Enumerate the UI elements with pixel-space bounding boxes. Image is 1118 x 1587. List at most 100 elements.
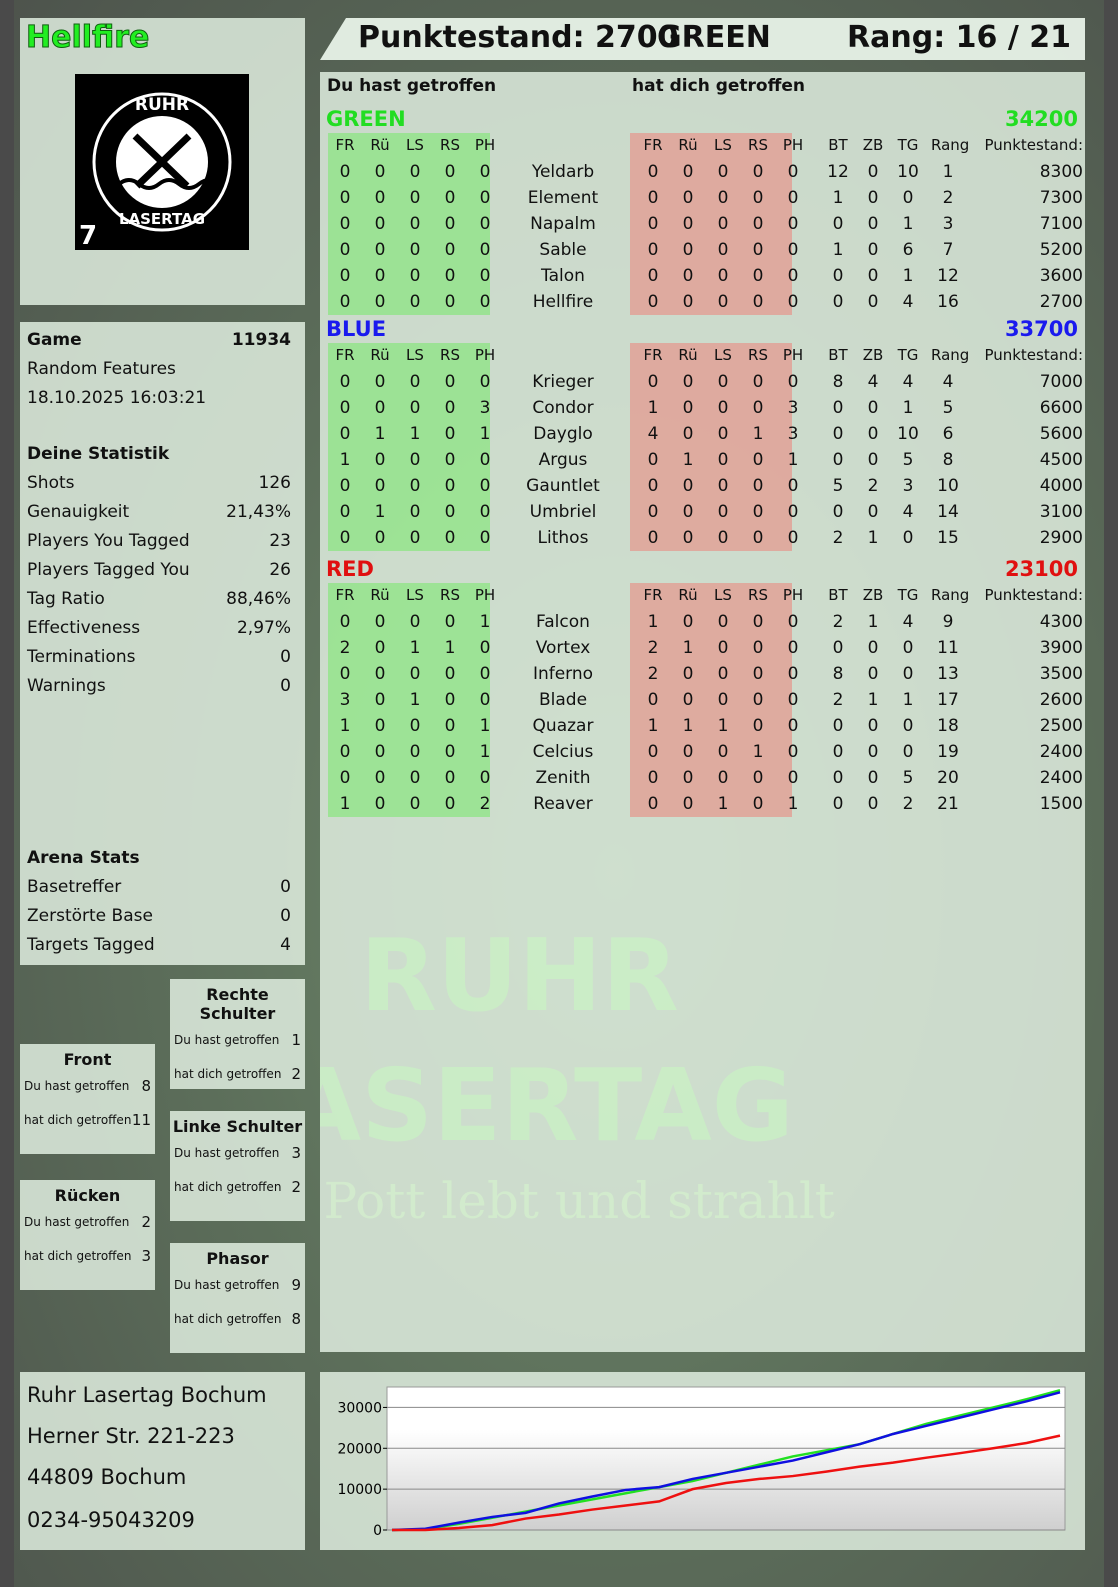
- stat-cell: 5: [832, 476, 844, 496]
- stat-cell: 0: [867, 214, 879, 234]
- table-row: 0 0 0 0 0 Element 0 0 0 0 0 1 0 0 2 7300: [322, 185, 1083, 211]
- stat-cell: 0: [717, 292, 729, 312]
- game-datetime: 18.10.2025 16:03:21: [27, 387, 207, 408]
- stat-cell: 0: [339, 398, 351, 418]
- stat-cell: 0: [832, 424, 844, 444]
- stat-cell: 12: [937, 266, 959, 286]
- stat-cell: 0: [867, 162, 879, 182]
- stat-cell: 2400: [1039, 768, 1083, 788]
- team-green: GREEN 34200 FR Rü LS RS PH FR Rü LS RS PH BT ZB TG Rang…: [322, 107, 1083, 315]
- player-name: Reaver: [533, 794, 593, 814]
- player-name: Krieger: [532, 372, 594, 392]
- stat-value: 2,97%: [236, 617, 291, 638]
- stat-cell: 1: [787, 450, 799, 470]
- stat-cell: 0: [444, 528, 456, 548]
- stat-cell: 2: [942, 188, 954, 208]
- you-hit-value: 2: [141, 1213, 151, 1231]
- column-header: RS: [748, 136, 768, 154]
- stat-cell: 0: [902, 528, 914, 548]
- stat-row: Shots 126: [27, 468, 291, 497]
- stat-cell: 13: [937, 664, 959, 684]
- stat-cell: 0: [374, 188, 386, 208]
- stat-cell: 19: [937, 742, 959, 762]
- stat-cell: 0: [867, 794, 879, 814]
- stat-cell: 0: [682, 162, 694, 182]
- stat-cell: 0: [867, 292, 879, 312]
- column-header: FR: [643, 136, 663, 154]
- column-header: RS: [748, 346, 768, 364]
- stat-cell: 7100: [1039, 214, 1083, 234]
- team-blue: BLUE 33700 FR Rü LS RS PH FR Rü LS RS PH BT ZB TG Rang P…: [322, 317, 1083, 551]
- player-rank: Rang: 16 / 21: [847, 20, 1071, 55]
- stat-cell: 1: [867, 528, 879, 548]
- stat-cell: 0: [374, 690, 386, 710]
- stat-cell: 0: [717, 372, 729, 392]
- stat-cell: 1: [339, 716, 351, 736]
- address-line-1: Ruhr Lasertag Bochum: [27, 1383, 267, 1407]
- stat-cell: 1: [339, 794, 351, 814]
- stat-cell: 0: [717, 398, 729, 418]
- team-name: BLUE: [326, 317, 387, 341]
- game-label: Game: [27, 329, 82, 350]
- address-phone: 0234-95043209: [27, 1508, 195, 1532]
- player-name: Talon: [541, 266, 585, 286]
- column-header: FR: [335, 586, 355, 604]
- table-row: 0 0 0 0 0 Lithos 0 0 0 0 0 2 1 0 15 2900: [322, 525, 1083, 551]
- stat-cell: 1: [752, 742, 764, 762]
- stat-cell: 6: [902, 240, 914, 260]
- stat-cell: 0: [374, 716, 386, 736]
- stat-cell: 1: [409, 690, 421, 710]
- player-name: Gauntlet: [526, 476, 600, 496]
- stat-cell: 1: [647, 398, 659, 418]
- player-panel: Hellfire RUHR LASERTAG 7: [20, 18, 305, 305]
- stats-title: Deine Statistik: [27, 444, 170, 464]
- stat-cell: 0: [647, 372, 659, 392]
- team-header: GREEN 34200: [322, 107, 1082, 133]
- stat-cell: 2400: [1039, 742, 1083, 762]
- stat-cell: 0: [682, 240, 694, 260]
- column-header: RS: [748, 586, 768, 604]
- stats-panel: [20, 322, 305, 965]
- stat-cell: 0: [339, 742, 351, 762]
- stat-cell: 0: [647, 266, 659, 286]
- stat-cell: 0: [409, 266, 421, 286]
- stat-cell: 0: [867, 716, 879, 736]
- y-tick-label: 20000: [337, 1441, 382, 1457]
- stat-cell: 1: [902, 214, 914, 234]
- stat-cell: 3100: [1039, 502, 1083, 522]
- stat-cell: 0: [682, 372, 694, 392]
- you-hit-value: 1: [291, 1031, 301, 1049]
- stat-cell: 17: [937, 690, 959, 710]
- svg-text:7: 7: [79, 221, 97, 250]
- stat-cell: 0: [374, 162, 386, 182]
- watermark-lasertag: LASERTAG: [320, 1047, 794, 1164]
- hit-you-value: 2: [291, 1178, 301, 1196]
- team-red: RED 23100 FR Rü LS RS PH FR Rü LS RS PH BT ZB TG Rang Pu…: [322, 557, 1083, 817]
- address-panel: [20, 1372, 305, 1550]
- stat-cell: 0: [787, 502, 799, 522]
- column-header: Rü: [370, 586, 390, 604]
- stat-cell: 0: [444, 292, 456, 312]
- table-row: 1 0 0 0 2 Reaver 0 0 1 0 1 0 0 2 21 1500: [322, 791, 1083, 817]
- stat-value: 23: [269, 530, 291, 551]
- hit-you-value: 8: [291, 1310, 301, 1328]
- stat-cell: 2: [832, 690, 844, 710]
- stat-cell: 4: [647, 424, 659, 444]
- hit-you-label: hat dich getroffen: [24, 1249, 132, 1263]
- watermark-ruhr: RUHR: [360, 917, 679, 1034]
- table-row: 0 0 0 0 0 Sable 0 0 0 0 0 1 0 6 7 5200: [322, 237, 1083, 263]
- stat-cell: 0: [717, 638, 729, 658]
- stat-cell: 1: [409, 638, 421, 658]
- stat-cell: 0: [867, 768, 879, 788]
- stat-cell: 0: [647, 240, 659, 260]
- player-team: GREEN: [657, 20, 771, 55]
- stat-cell: 0: [752, 528, 764, 548]
- player-name: Condor: [532, 398, 594, 418]
- left-edge: [0, 0, 14, 1587]
- stat-cell: 0: [787, 716, 799, 736]
- stat-cell: 2: [339, 638, 351, 658]
- stat-cell: 1: [717, 794, 729, 814]
- stat-cell: 0: [682, 476, 694, 496]
- column-header: RS: [440, 346, 460, 364]
- column-header: BT: [828, 346, 848, 364]
